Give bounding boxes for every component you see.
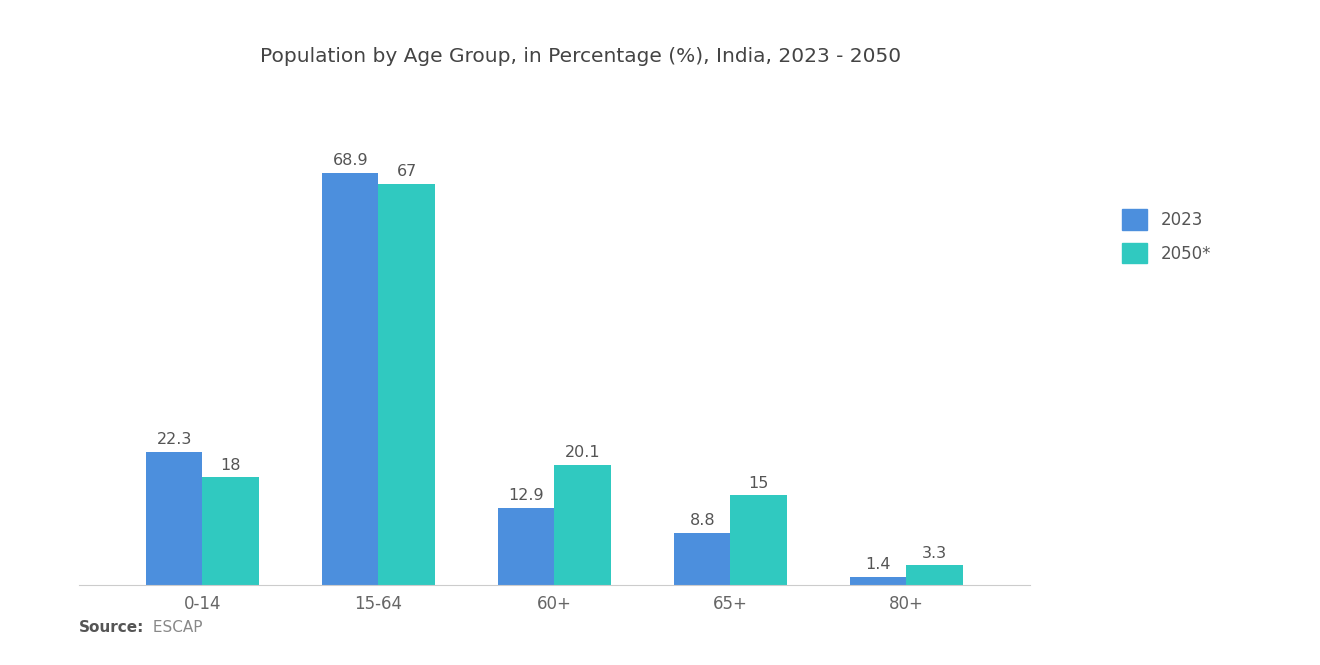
Text: 1.4: 1.4	[866, 557, 891, 572]
Text: 18: 18	[220, 458, 240, 473]
Text: 15: 15	[748, 475, 768, 491]
Text: 8.8: 8.8	[689, 513, 715, 528]
Bar	[147, 452, 202, 585]
Text: 12.9: 12.9	[508, 488, 544, 503]
Bar	[379, 184, 434, 585]
Bar	[202, 477, 259, 585]
Bar	[730, 495, 787, 585]
Bar	[850, 577, 907, 585]
Text: Population by Age Group, in Percentage (%), India, 2023 - 2050: Population by Age Group, in Percentage (…	[260, 47, 902, 66]
Bar	[322, 173, 379, 585]
Text: 3.3: 3.3	[921, 546, 948, 561]
Legend: 2023, 2050*: 2023, 2050*	[1114, 201, 1220, 271]
Text: 67: 67	[396, 164, 417, 180]
Bar	[498, 508, 554, 585]
Text: 22.3: 22.3	[157, 432, 191, 447]
Text: 68.9: 68.9	[333, 153, 368, 168]
Text: ESCAP: ESCAP	[148, 620, 202, 635]
Text: 20.1: 20.1	[565, 445, 601, 460]
Bar	[675, 533, 730, 585]
Bar	[907, 565, 962, 585]
Bar	[554, 465, 611, 585]
Text: Source:: Source:	[79, 620, 145, 635]
